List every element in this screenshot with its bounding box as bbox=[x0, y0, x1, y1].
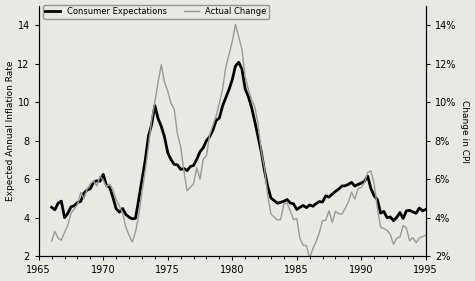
Y-axis label: Change in CPI: Change in CPI bbox=[460, 99, 469, 163]
Actual Change bbox=[423, 234, 428, 237]
Consumer Expectations bbox=[126, 216, 132, 219]
Consumer Expectations bbox=[236, 60, 242, 64]
Actual Change bbox=[136, 214, 142, 217]
Line: Actual Change: Actual Change bbox=[52, 24, 426, 258]
Actual Change bbox=[49, 239, 55, 243]
Actual Change bbox=[404, 226, 409, 230]
Consumer Expectations bbox=[423, 208, 428, 211]
Y-axis label: Expected Annual Inflation Rate: Expected Annual Inflation Rate bbox=[6, 61, 15, 201]
Consumer Expectations bbox=[149, 123, 154, 126]
Consumer Expectations bbox=[120, 207, 125, 210]
Line: Consumer Expectations: Consumer Expectations bbox=[52, 62, 426, 221]
Actual Change bbox=[233, 23, 238, 26]
Actual Change bbox=[307, 257, 313, 260]
Consumer Expectations bbox=[217, 116, 222, 120]
Actual Change bbox=[120, 212, 125, 215]
Consumer Expectations bbox=[49, 206, 55, 209]
Consumer Expectations bbox=[390, 219, 396, 222]
Actual Change bbox=[217, 102, 222, 105]
Consumer Expectations bbox=[136, 198, 142, 201]
Actual Change bbox=[149, 118, 154, 121]
Legend: Consumer Expectations, Actual Change: Consumer Expectations, Actual Change bbox=[43, 5, 269, 19]
Actual Change bbox=[126, 234, 132, 237]
Consumer Expectations bbox=[404, 209, 409, 212]
